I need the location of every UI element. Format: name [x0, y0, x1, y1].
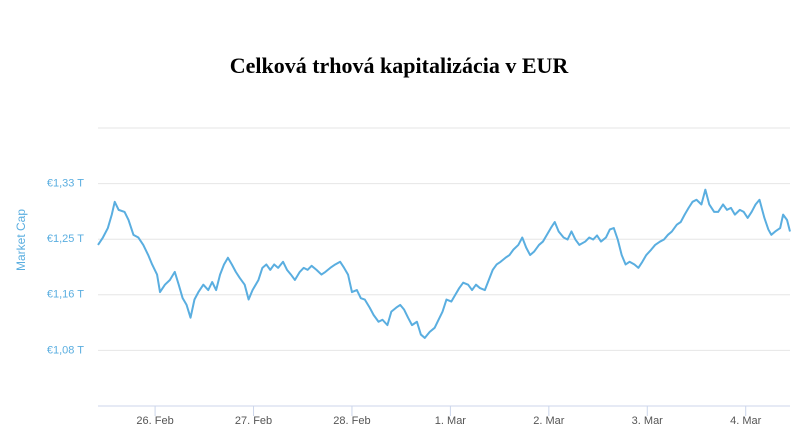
x-tick-label: 4. Mar [730, 415, 762, 427]
data-line [97, 188, 791, 339]
x-tick-label: 26. Feb [136, 415, 173, 427]
y-axis-title: Market Cap [14, 209, 28, 271]
x-tick-label: 3. Mar [632, 415, 664, 427]
y-tick-label: €1,16 T [47, 289, 84, 301]
x-tick-label: 2. Mar [533, 415, 565, 427]
y-tick-label: €1,33 T [47, 178, 84, 190]
y-tick-label: €1,25 T [47, 233, 84, 245]
x-tick-label: 1. Mar [435, 415, 467, 427]
chart-title: Celková trhová kapitalizácia v EUR [230, 53, 570, 78]
x-tick-label: 27. Feb [235, 415, 272, 427]
x-tick-label: 28. Feb [333, 415, 370, 427]
y-tick-label: €1,08 T [47, 344, 84, 356]
